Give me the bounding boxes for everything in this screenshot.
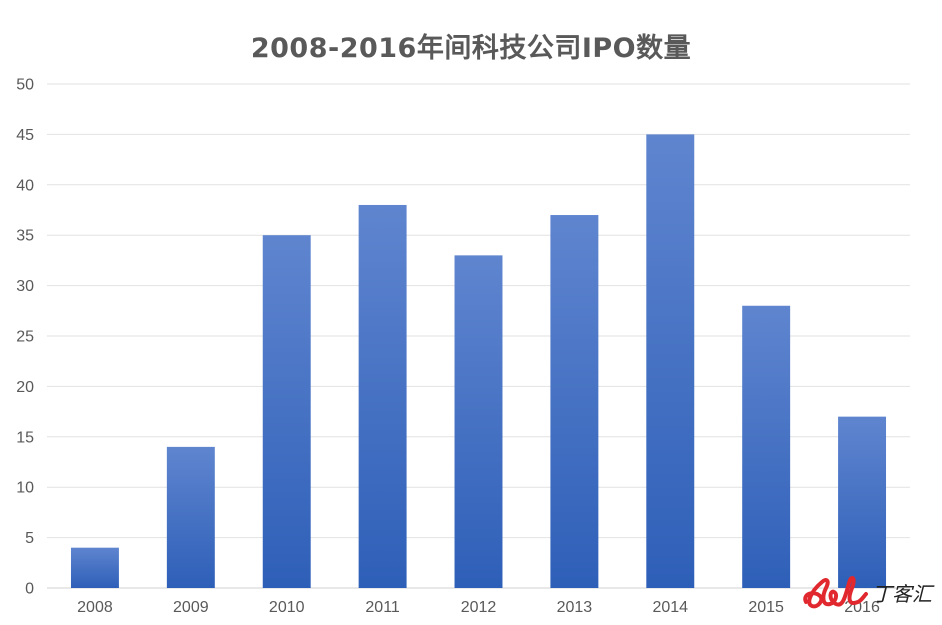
y-tick-label: 30 (16, 278, 34, 295)
x-tick-label: 2008 (77, 599, 113, 616)
chart-title: 2008-2016年间科技公司IPO数量 (250, 33, 692, 64)
x-tick-label: 2013 (557, 599, 593, 616)
logo-mark-icon (803, 576, 868, 609)
bar-2013 (550, 215, 599, 589)
x-axis-ticks: 2008 2009 2010 2011 2012 2013 2014 2015 2016 (77, 599, 880, 616)
bar-2012 (454, 255, 503, 589)
y-tick-label: 15 (16, 429, 34, 446)
bar-2009 (166, 446, 215, 588)
x-tick-label: 2010 (269, 599, 305, 616)
bar-2015 (742, 305, 791, 588)
watermark-logo: 丁客汇 (800, 572, 936, 616)
bar-2011 (358, 204, 407, 588)
bar-2010 (262, 235, 311, 588)
y-tick-label: 10 (16, 480, 34, 497)
x-tick-label: 2015 (748, 599, 784, 616)
y-tick-label: 50 (16, 77, 34, 94)
y-tick-label: 45 (16, 127, 34, 144)
bar-2014 (646, 134, 695, 588)
x-tick-label: 2011 (365, 599, 400, 616)
bar-2008 (70, 547, 119, 588)
y-tick-label: 5 (25, 530, 34, 547)
bars (70, 134, 887, 589)
y-tick-label: 35 (16, 228, 34, 245)
x-tick-label: 2014 (652, 599, 688, 616)
y-tick-label: 25 (16, 329, 34, 346)
y-tick-label: 20 (16, 379, 34, 396)
x-tick-label: 2012 (461, 599, 497, 616)
watermark-text: 丁客汇 (872, 582, 932, 606)
y-tick-label: 40 (16, 177, 34, 194)
bar-2016 (838, 416, 887, 588)
y-axis-ticks: 0 5 10 15 20 25 30 35 40 45 50 (16, 77, 34, 598)
y-tick-label: 0 (25, 581, 34, 598)
x-tick-label: 2009 (173, 599, 209, 616)
